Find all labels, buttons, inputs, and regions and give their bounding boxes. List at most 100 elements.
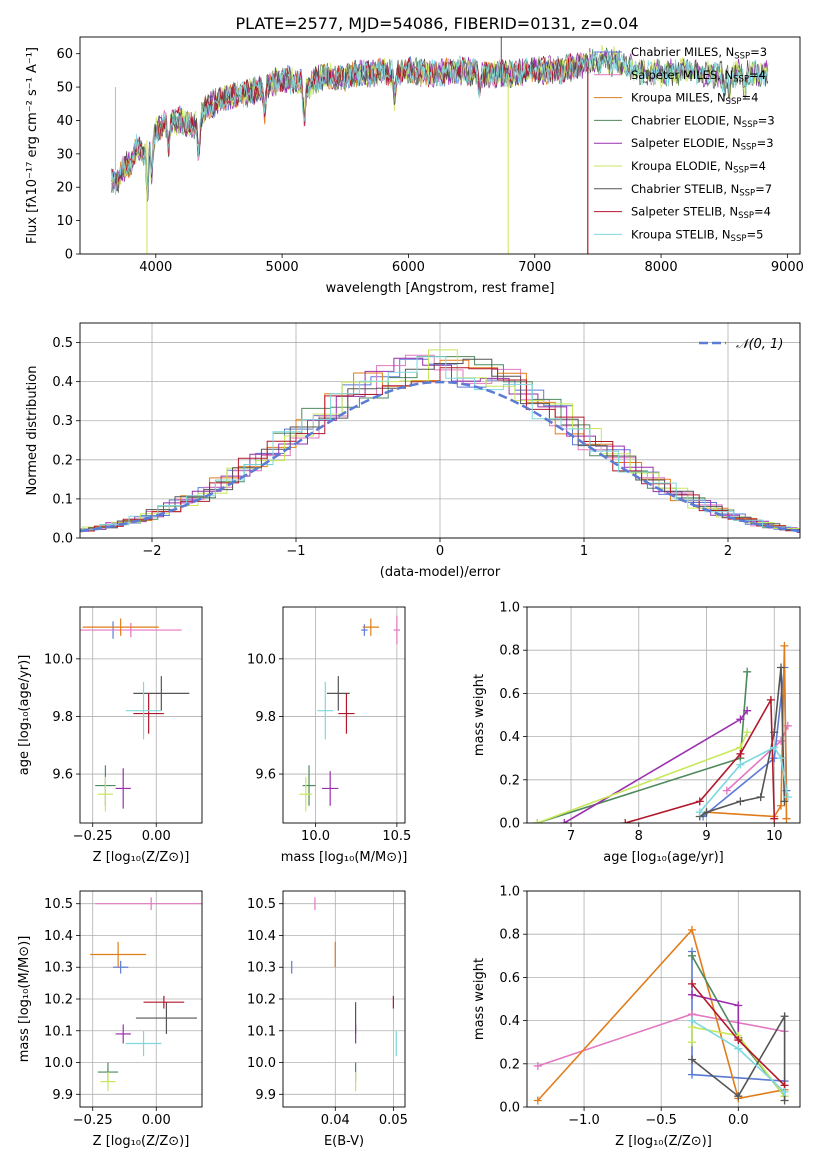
x-tick-label: 9000 xyxy=(771,260,804,275)
x-tick-label: 0.05 xyxy=(379,1113,408,1128)
weight-marker xyxy=(743,728,752,737)
x-tick-label: −0.25 xyxy=(73,829,113,844)
y-tick-label: 0.0 xyxy=(499,817,520,832)
mass_vs_Z-plot-area xyxy=(90,897,202,1092)
y-tick-label: 20 xyxy=(56,181,73,196)
weight-marker xyxy=(533,819,542,823)
x-axis-label: Z [log₁₀(Z/Z⊙)] xyxy=(93,850,190,865)
legend-label: Salpeter STELIB, NSSP=4 xyxy=(631,205,771,222)
weight-marker xyxy=(780,1087,789,1096)
weight-marker xyxy=(783,793,792,802)
weight-marker xyxy=(777,801,786,810)
y-tick-label: 40 xyxy=(56,114,73,129)
x-axis-label: Z [log₁₀(Z/Z⊙)] xyxy=(93,1134,190,1149)
x-axis-label: (data-model)/error xyxy=(380,565,501,580)
panels: 4000 5000 6000 7000 8000 90000102030405060wav… xyxy=(17,36,804,1149)
weight-marker xyxy=(734,1044,743,1053)
histogram-step xyxy=(80,356,800,532)
y-tick-label: 0.3 xyxy=(52,414,73,429)
legend-subscript: SSP xyxy=(733,74,749,84)
weight_vs_Z-axes: −1.0 −0.5 0.0 0.0 0.2 0.4 0.6 0.8 1.0 Z [log₁₀(Z/… xyxy=(472,885,801,1149)
y-tick-label: 10.0 xyxy=(247,1056,276,1071)
y-tick-label: 0.1 xyxy=(52,492,73,507)
legend-count: =4 xyxy=(749,159,766,173)
y-tick-label: 0.0 xyxy=(52,532,73,547)
x-tick-label: 5000 xyxy=(266,260,299,275)
weight-marker xyxy=(780,1012,789,1021)
y-tick-label: 0.4 xyxy=(499,1014,520,1029)
legend-count: =7 xyxy=(755,182,772,196)
weight-marker xyxy=(734,1001,743,1010)
weight-marker xyxy=(780,1096,789,1105)
weight-marker xyxy=(770,743,779,752)
x-tick-label: 8000 xyxy=(645,260,678,275)
legend-count: =3 xyxy=(758,113,775,127)
y-tick-label: 30 xyxy=(56,147,73,162)
age_vs_mass-axes: 10.0 10.5 9.6 9.8 10.0 mass [log₁₀(M/M⊙)] xyxy=(247,606,411,865)
weight-marker xyxy=(770,754,779,763)
weight-marker xyxy=(782,814,791,823)
weight-marker xyxy=(736,797,745,806)
legend-label: Kroupa MILES, NSSP=4 xyxy=(631,91,758,108)
weight-marker xyxy=(695,808,704,817)
weight-marker xyxy=(780,797,789,806)
weight-marker xyxy=(688,1016,697,1025)
legend-count: =4 xyxy=(754,205,771,219)
y-tick-label: 10.0 xyxy=(247,652,276,667)
residuals-axes: −2 −1 0 1 2 0.0 0.1 0.2 0.3 0.4 0.5 (data-model)/er… xyxy=(25,322,801,580)
weight-marker xyxy=(688,951,697,960)
weight-marker xyxy=(695,797,704,806)
x-tick-label: 0.04 xyxy=(321,1113,350,1128)
weight-marker xyxy=(734,1036,743,1045)
y-tick-label: 10.1 xyxy=(247,1024,276,1039)
y-tick-label: 0.0 xyxy=(499,1101,520,1116)
y-axis-label: age [log₁₀(age/yr)] xyxy=(17,655,32,776)
weight-marker xyxy=(688,1038,697,1047)
weight-marker xyxy=(688,990,697,999)
x-tick-label: −1 xyxy=(286,544,305,559)
y-axis-label: mass weight xyxy=(472,674,487,756)
mass_vs_Z-frame xyxy=(79,890,203,1108)
y-axis-label: mass weight xyxy=(472,958,487,1040)
weight-marker xyxy=(533,1061,542,1070)
y-axis-label: mass [log₁₀(M/M⊙)] xyxy=(17,936,32,1063)
legend-count: =5 xyxy=(746,227,763,241)
legend-count: =4 xyxy=(749,68,766,82)
age_vs_mass-frame xyxy=(282,606,406,824)
legend-label: Kroupa ELODIE, NSSP=4 xyxy=(631,159,766,176)
weight-line xyxy=(691,1013,786,1101)
spectrum-axes: 4000 5000 6000 7000 8000 9000 0 10 20 30 40 50 60 wav… xyxy=(25,36,804,296)
legend-label: Chabrier STELIB, NSSP=7 xyxy=(631,182,772,199)
x-tick-label: 7 xyxy=(567,829,575,844)
legend-subscript: SSP xyxy=(739,188,755,198)
weight-marker xyxy=(743,706,752,715)
y-tick-label: 10.5 xyxy=(247,897,276,912)
y-tick-label: 10.3 xyxy=(44,961,73,976)
weight-marker xyxy=(780,641,789,650)
x-axis-label: age [log₁₀(age/yr)] xyxy=(603,850,724,865)
weight_vs_age-axes: 7 8 9 10 0.0 0.2 0.4 0.6 0.8 1.0 age [log₁₀(age/yr… xyxy=(472,601,801,865)
x-tick-label: 0 xyxy=(436,544,444,559)
x-tick-label: 10 xyxy=(766,829,783,844)
y-tick-label: 0.8 xyxy=(499,644,520,659)
weight-marker xyxy=(777,736,786,745)
legend-count: =3 xyxy=(757,136,774,150)
weight-marker xyxy=(777,663,786,672)
figure-title: PLATE=2577, MJD=54086, FIBERID=0131, z=0… xyxy=(235,14,638,33)
spectrum-legend: Chabrier MILES, NSSP=3 Salpeter MILES, NS… xyxy=(594,45,775,244)
weight-marker xyxy=(736,760,745,769)
residuals-plot-area xyxy=(80,349,800,533)
x-axis-label: E(B-V) xyxy=(324,1134,364,1149)
x-tick-label: 0.00 xyxy=(142,1113,171,1128)
weight-marker xyxy=(688,1055,697,1064)
weight-marker xyxy=(756,793,765,802)
x-axis-label: wavelength [Angstrom, rest frame] xyxy=(326,281,555,296)
age_vs_mass-plot-area xyxy=(299,615,401,812)
legend-label: 𝒩(0, 1) xyxy=(736,337,783,352)
weight-marker xyxy=(722,786,731,795)
x-tick-label: 7000 xyxy=(518,260,551,275)
spectrum-line xyxy=(111,51,769,195)
mass_vs_ebv-plot-area xyxy=(291,897,397,1092)
legend-count: =3 xyxy=(750,45,767,59)
x-tick-label: −1.0 xyxy=(568,1113,600,1128)
